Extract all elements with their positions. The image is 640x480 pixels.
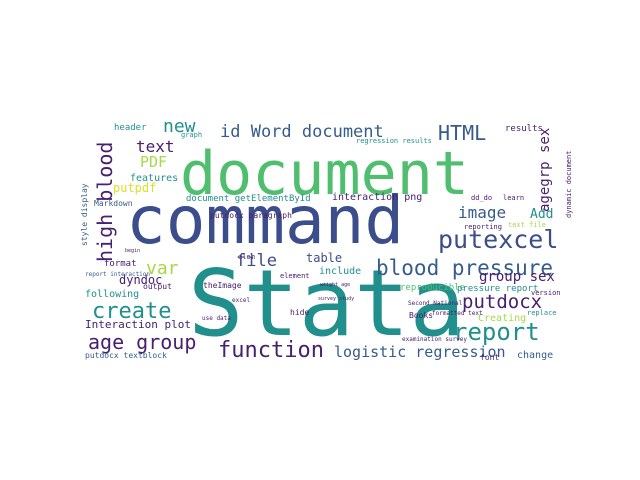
word-document-getelementbyid: document getElementById xyxy=(186,194,311,204)
word-theimage: theImage xyxy=(203,281,242,290)
word-id-word-document: id Word document xyxy=(220,122,384,142)
word-survey-study: survey study xyxy=(318,296,354,302)
word-begin: begin xyxy=(125,248,140,254)
word-var: var xyxy=(146,258,179,279)
word-regression-results: regression results xyxy=(356,137,432,145)
word-age-group: age group xyxy=(88,330,196,354)
word-results: results xyxy=(505,124,543,134)
word-style-display: style display xyxy=(80,183,89,246)
word-putdocx: putdocx xyxy=(462,291,542,313)
word-following: following xyxy=(85,289,139,300)
word-dd-do: dd_do xyxy=(471,194,492,202)
word-weight-age: weight age xyxy=(320,282,350,288)
word-element: element xyxy=(280,272,310,280)
word-text: text xyxy=(136,137,175,156)
word-image: image xyxy=(458,203,506,222)
word-html: HTML xyxy=(438,121,486,145)
word-interaction-plot: Interaction plot xyxy=(85,318,191,331)
word-report-interaction: report interaction xyxy=(85,271,150,278)
word-putexcel: putexcel xyxy=(438,225,558,254)
word-group-sex: group sex xyxy=(479,269,555,285)
word-graph: graph xyxy=(181,131,202,139)
word-file: file xyxy=(236,251,277,271)
word-hide: hide xyxy=(290,308,309,317)
word-markdown: Markdown xyxy=(94,199,133,208)
word-add: Add xyxy=(530,207,553,222)
word-putpdf: putpdf xyxy=(113,181,156,195)
word-output: output xyxy=(143,282,172,291)
word-formatted-text: formatted text xyxy=(432,310,483,317)
word-header: header xyxy=(114,123,147,133)
word-function: function xyxy=(218,338,324,363)
word-elem: elem xyxy=(238,253,255,261)
word-agegrp-sex: agegrp sex xyxy=(537,128,553,212)
word-pressure-report: pressure report xyxy=(457,284,538,294)
word-features: features xyxy=(130,173,178,184)
word-replace: replace xyxy=(527,309,557,317)
word-include: include xyxy=(319,266,361,277)
word-format: format xyxy=(104,259,137,269)
word-reporting: reporting xyxy=(464,223,502,231)
word-create: create xyxy=(92,299,171,324)
word-logistic-regression: logistic regression xyxy=(334,343,506,361)
word-books: Books xyxy=(409,311,433,320)
word-second-national: Second National xyxy=(408,300,463,307)
word-table: table xyxy=(306,251,342,265)
word-document: document xyxy=(180,139,469,209)
word-report: report xyxy=(453,318,540,346)
word-change: change xyxy=(517,350,553,361)
word-interaction-png: interaction png xyxy=(332,192,422,203)
word-stata: Stata xyxy=(188,250,465,357)
word-reproducible: reproducible xyxy=(400,283,465,293)
word-use-data: use data xyxy=(202,315,231,322)
word-command: command xyxy=(126,182,404,259)
word-version: version xyxy=(531,289,561,297)
word-text-file: text file xyxy=(508,221,546,229)
word-dynamic-document: dynamic document xyxy=(565,151,573,218)
word-font: font xyxy=(480,353,499,362)
word-putdocx-paragraph: putdocx paragraph xyxy=(210,211,292,220)
word-creating: Creating xyxy=(478,313,526,324)
word-blood-pressure: blood pressure xyxy=(376,256,553,280)
word-pdf: PDF xyxy=(140,153,167,171)
word-new: new xyxy=(163,116,196,137)
word-high-blood: high blood xyxy=(93,142,117,262)
word-putdocx-textblock: putdocx textblock xyxy=(85,351,167,360)
word-examination-survey: examination survey xyxy=(402,336,467,343)
word-dyndoc: dyndoc xyxy=(119,273,162,287)
word-learn: learn xyxy=(503,194,524,202)
word-excel: excel xyxy=(232,297,250,304)
